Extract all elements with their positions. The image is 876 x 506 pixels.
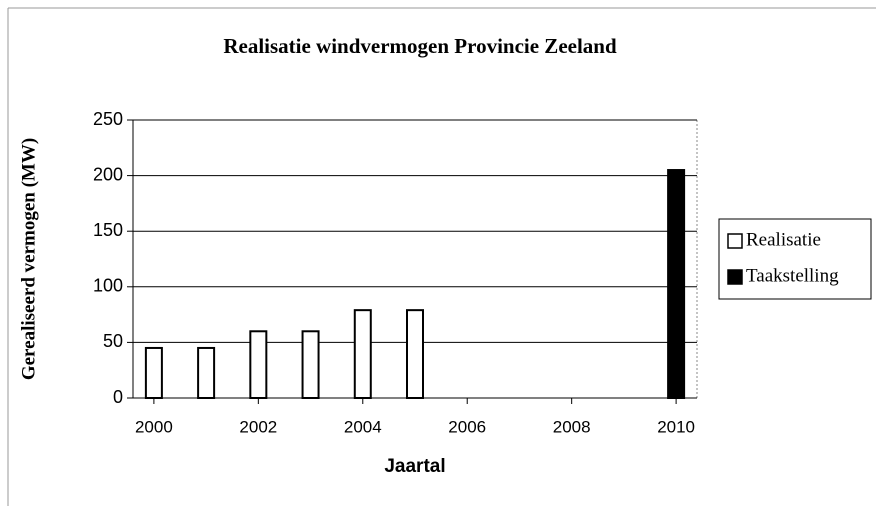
x-tick-label: 2000 — [135, 417, 173, 436]
legend-label: Realisatie — [746, 229, 821, 250]
bar — [144, 346, 163, 399]
x-tick-label: 2010 — [657, 417, 695, 436]
legend-label: Taakstelling — [746, 265, 839, 286]
legend — [718, 218, 872, 300]
x-tick-label: 2008 — [553, 417, 591, 436]
x-axis-label: Jaartal — [384, 456, 445, 477]
y-tick-label: 0 — [113, 387, 123, 407]
y-tick-label: 200 — [93, 164, 123, 184]
y-tick-label: 150 — [93, 220, 123, 240]
y-tick-label: 250 — [93, 109, 123, 129]
y-tick-label: 100 — [93, 276, 123, 296]
bar — [353, 309, 372, 400]
bar — [667, 169, 686, 399]
y-tick-label: 50 — [103, 331, 123, 351]
x-tick-label: 2002 — [239, 417, 277, 436]
y-axis-label: Gerealiseerd vermogen (MW) — [18, 138, 39, 380]
legend-swatch — [727, 233, 743, 249]
bar — [301, 330, 320, 399]
bar — [406, 309, 424, 400]
x-tick-label: 2004 — [344, 417, 382, 436]
bar — [197, 346, 216, 399]
x-tick-label: 2006 — [448, 417, 486, 436]
legend-swatch — [727, 269, 743, 285]
chart-title: Realisatie windvermogen Provincie Zeelan… — [223, 34, 617, 58]
bar — [249, 330, 268, 399]
